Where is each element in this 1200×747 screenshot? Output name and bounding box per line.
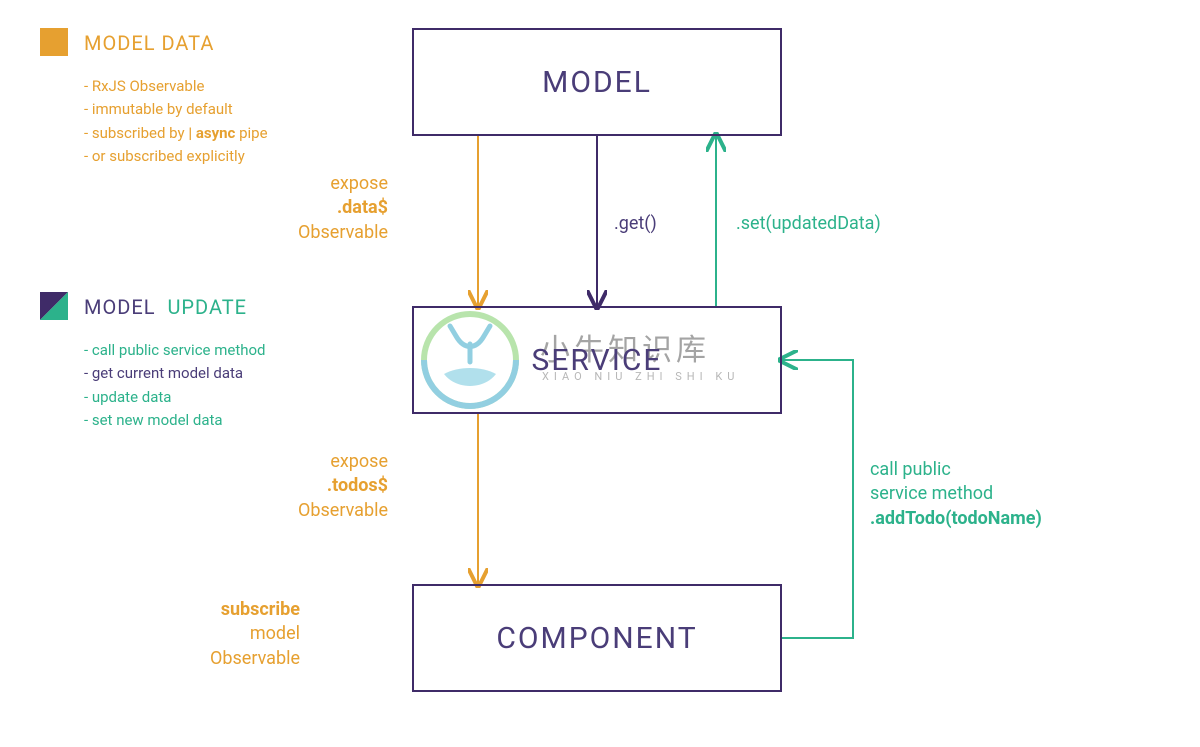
anno-call-service: call publicservice method.addTodo(todoNa… xyxy=(870,458,1042,531)
component-box-label: COMPONENT xyxy=(496,621,697,656)
anno-expose-data: expose.data$Observable xyxy=(298,172,388,245)
legend-data-list: - RxJS Observable- immutable by default-… xyxy=(84,75,268,168)
legend-data-title: MODEL DATA xyxy=(84,31,214,55)
component-box: COMPONENT xyxy=(412,584,782,692)
legend-update-title: MODEL UPDATE xyxy=(84,295,247,319)
service-box: SERVICE xyxy=(412,306,782,414)
legend-data-swatch xyxy=(40,28,68,56)
anno-get: .get() xyxy=(614,212,657,236)
legend-update-list: - call public service method- get curren… xyxy=(84,339,266,432)
model-box-label: MODEL xyxy=(542,65,652,100)
service-box-label: SERVICE xyxy=(532,343,663,378)
anno-subscribe: subscribemodelObservable xyxy=(210,598,300,671)
anno-set: .set(updatedData) xyxy=(736,212,881,236)
model-box: MODEL xyxy=(412,28,782,136)
anno-expose-todos: expose.todos$Observable xyxy=(298,450,388,523)
legend-update-swatch xyxy=(40,292,68,320)
diagram-canvas: MODEL SERVICE COMPONENT MODEL DATA - RxJ… xyxy=(0,0,1200,747)
